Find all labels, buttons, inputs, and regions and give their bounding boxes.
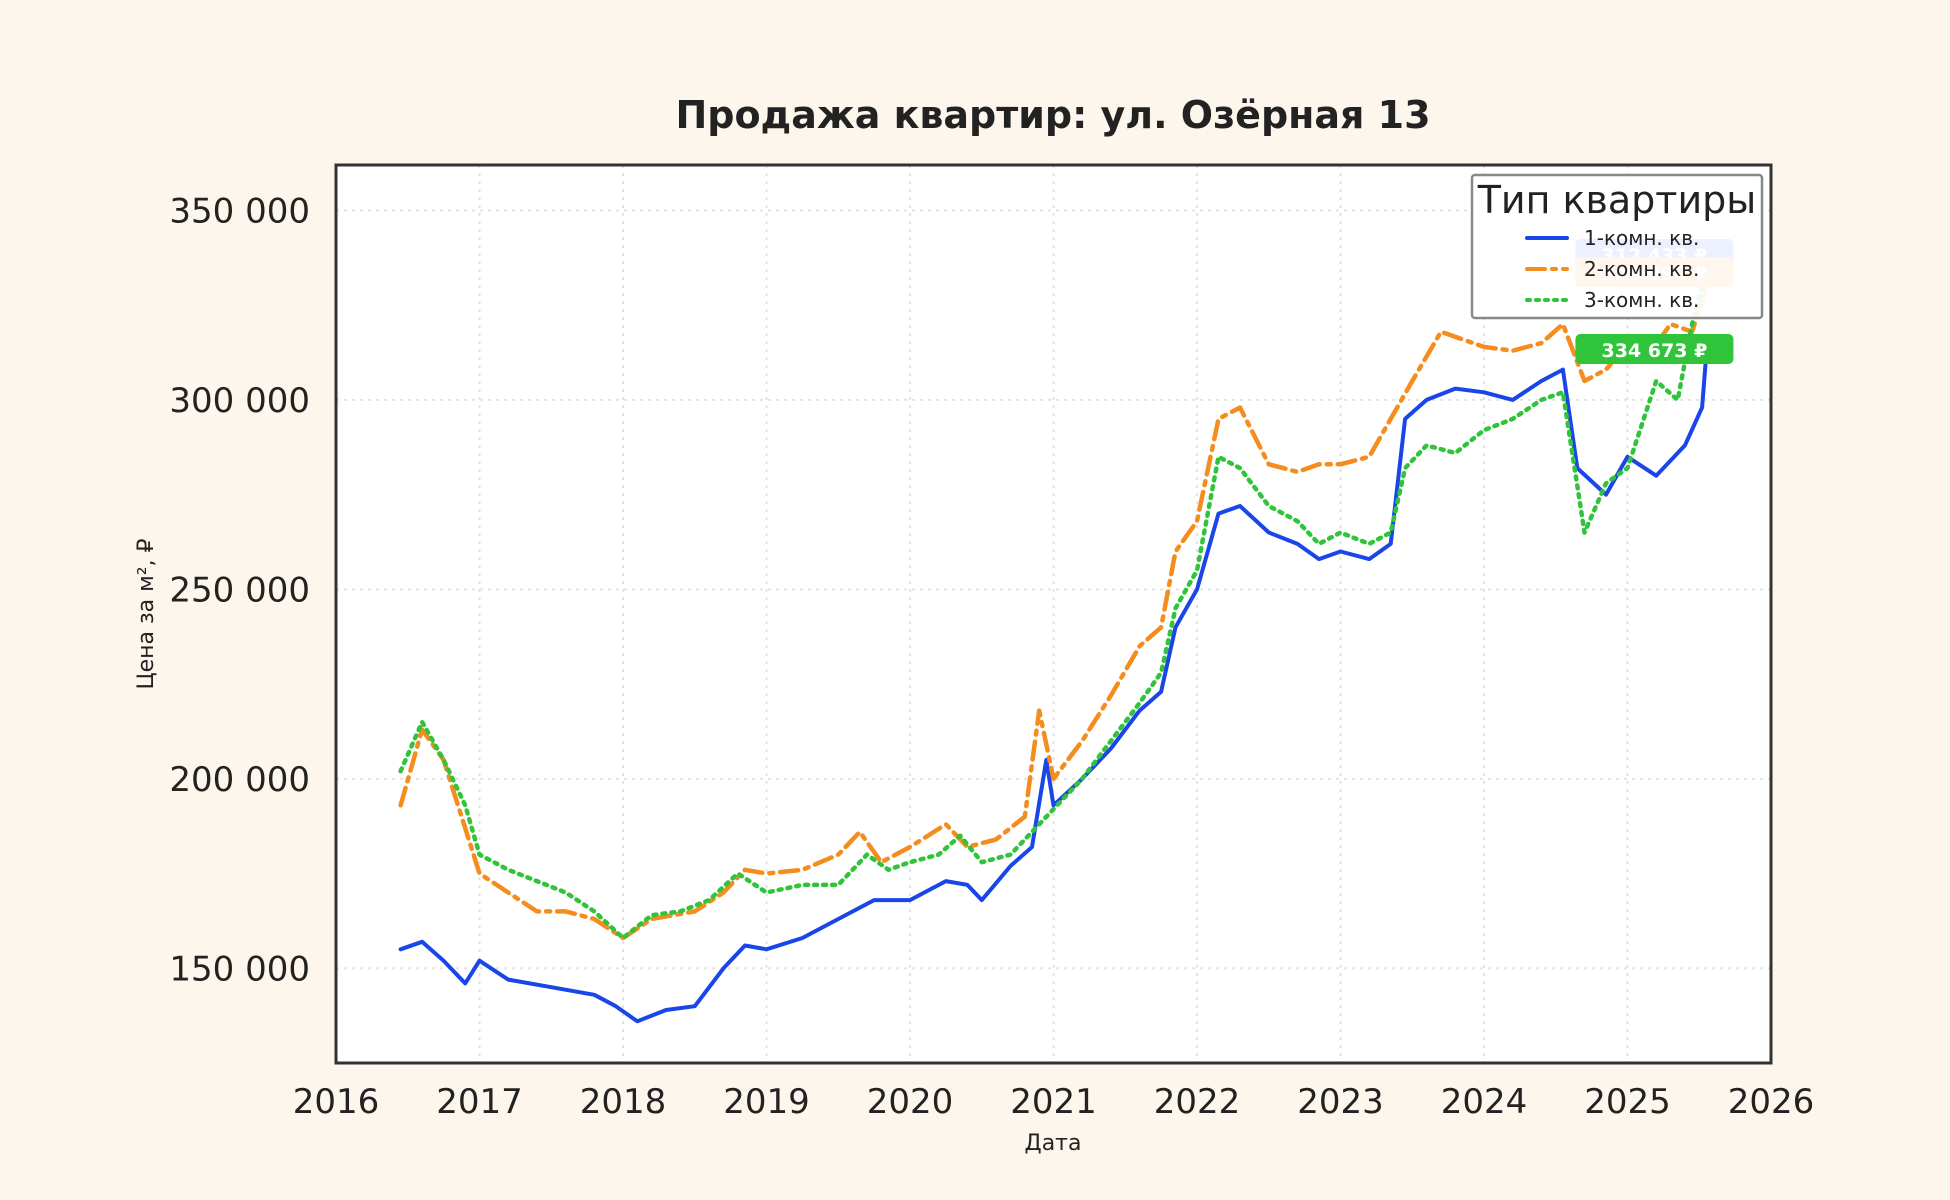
end-label-bg — [1575, 334, 1734, 364]
x-tick-label: 2019 — [723, 1082, 810, 1122]
plot-frame — [334, 163, 1773, 1065]
x-tick-label: 2016 — [293, 1082, 380, 1122]
grid — [336, 165, 1771, 1063]
y-tick-label: 200 000 — [169, 760, 310, 800]
y-axis-ticks: 150 000 200 000 250 000 300 000 350 000 — [169, 191, 310, 989]
x-tick-label: 2017 — [436, 1082, 523, 1122]
legend-label: 1-комн. кв. — [1584, 226, 1699, 250]
x-tick-label: 2018 — [580, 1082, 667, 1122]
legend-label: 3-комн. кв. — [1584, 288, 1699, 312]
x-tick-label: 2026 — [1728, 1082, 1815, 1122]
y-tick-label: 250 000 — [169, 570, 310, 610]
y-tick-label: 300 000 — [169, 381, 310, 421]
legend-title: Тип квартиры — [1477, 178, 1757, 222]
x-axis-ticks: 2016 2017 2018 2019 2020 2021 2022 2023 2024 2025… — [293, 1082, 1815, 1122]
x-tick-label: 2020 — [867, 1082, 954, 1122]
legend: Тип квартиры 1-комн. кв. 2-комн. кв. 3-ком… — [1470, 173, 1764, 320]
x-tick-label: 2021 — [1010, 1082, 1097, 1122]
legend-box — [1470, 173, 1764, 320]
x-tick-label: 2022 — [1154, 1082, 1241, 1122]
x-tick-label: 2024 — [1441, 1082, 1528, 1122]
series-line — [398, 350, 1709, 1024]
x-tick-label: 2023 — [1297, 1082, 1384, 1122]
y-tick-label: 350 000 — [169, 191, 310, 231]
series-line — [398, 266, 1709, 941]
y-axis-label: Цена за м², ₽ — [134, 538, 159, 689]
series-layer — [398, 266, 1709, 1024]
x-tick-label: 2025 — [1584, 1082, 1671, 1122]
chart-title: Продажа квартир: ул. Озёрная 13 — [675, 93, 1430, 137]
series-end-label: 334 673 ₽ — [1575, 334, 1734, 364]
x-axis-label: Дата — [1025, 1131, 1082, 1156]
end-label-text: 334 673 ₽ — [1602, 340, 1708, 362]
legend-entries: 1-комн. кв. 2-комн. кв. 3-комн. кв. — [1525, 226, 1699, 312]
legend-label: 2-комн. кв. — [1584, 257, 1699, 281]
y-tick-label: 150 000 — [169, 949, 310, 989]
